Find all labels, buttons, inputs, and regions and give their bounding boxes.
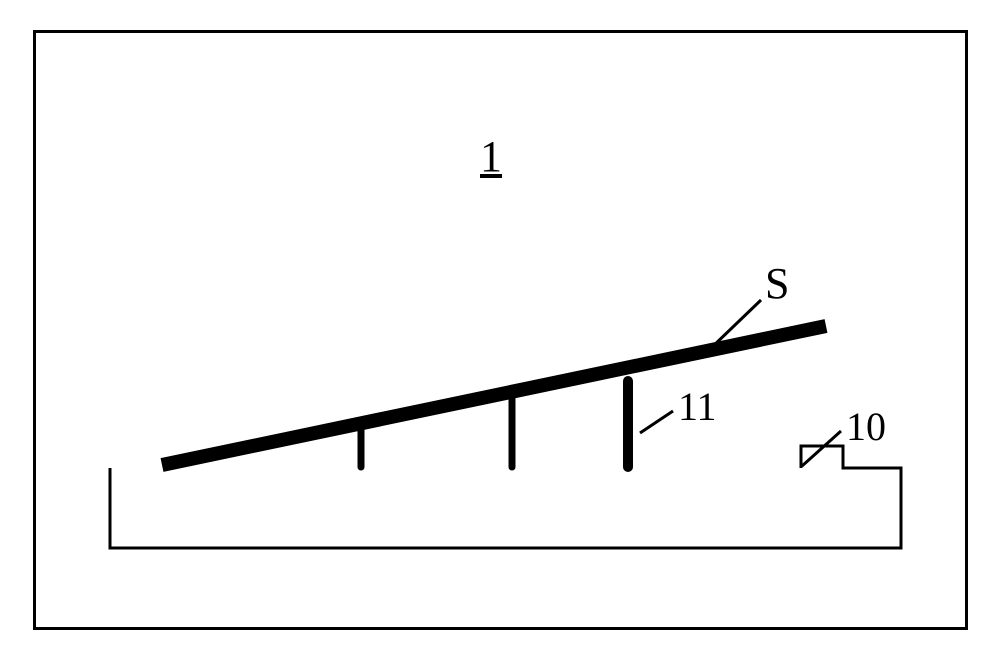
label-10: 10 (846, 403, 886, 450)
label-11: 11 (678, 383, 717, 430)
diagram-svg (36, 33, 971, 633)
label-s: S (765, 258, 789, 309)
diagram-area: 1 S 11 10 (36, 33, 965, 627)
diagram-frame: 1 S 11 10 (33, 30, 968, 630)
figure-number-label: 1 (480, 131, 502, 182)
